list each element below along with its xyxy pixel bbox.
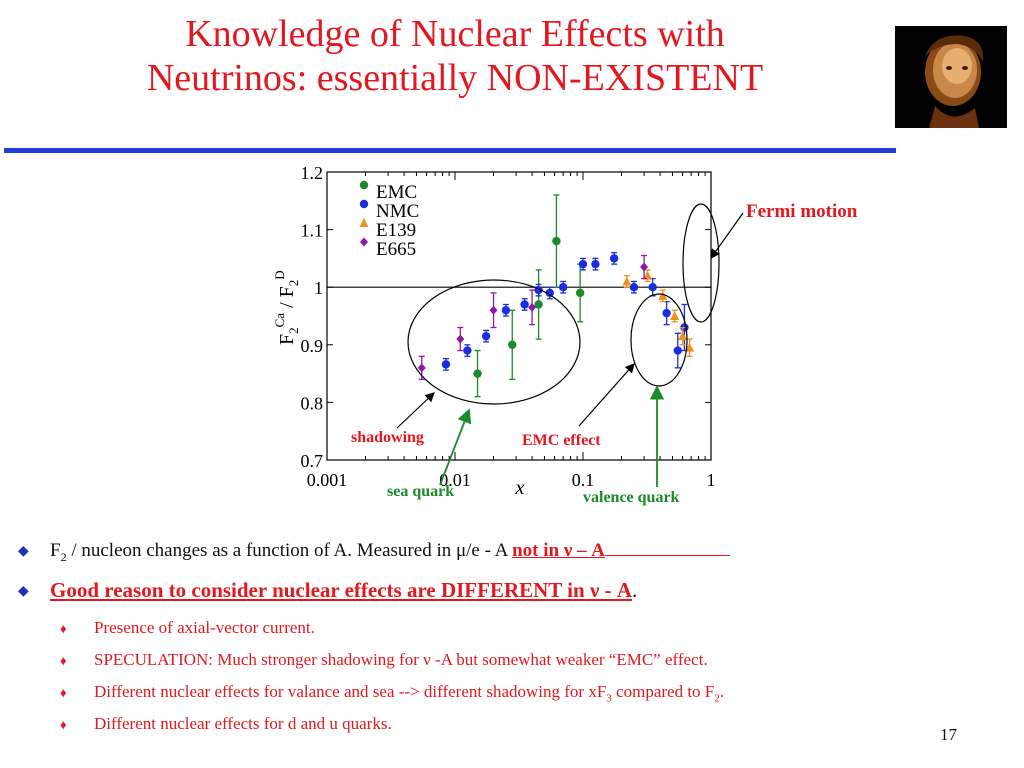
data-point-nmc [673,346,682,355]
legend-label-emc: EMC [376,182,417,203]
sea-quark-label: sea quark [387,483,454,500]
data-point-e665 [489,305,498,315]
data-point-emc [575,288,585,298]
sub-bullet-3-sub-2: 2 [714,692,720,705]
diamond-subbullet-icon: ♦ [60,621,67,636]
emc-arrow [578,363,635,427]
diamond-subbullet-icon: ♦ [60,685,67,700]
shadowing-ellipse [407,279,581,405]
page-title: Knowledge of Nuclear Effects with Neutri… [40,12,870,100]
sub-bullet-3-sub-1: 3 [606,692,612,705]
emc-effect-label: EMC effect [522,432,601,449]
data-point-emc [508,340,517,349]
bullet-2-text: Good reason to consider nuclear effects … [50,578,632,602]
x-axis-label: x [515,477,525,499]
data-point-e665 [528,302,537,312]
data-point-e139 [622,276,632,286]
bullet-1-mu: μ [455,540,467,561]
bullet-1-text: / nucleon changes as a function of A. Me… [66,540,456,561]
sub-bullet-3-text-b: compared to F [611,682,715,701]
y-tick-label: 1.1 [301,221,324,241]
data-point-e665 [417,363,426,373]
sub-bullet-4-text: Different nuclear effects for d and u qu… [94,714,392,733]
data-point-e665 [640,262,649,272]
data-point-nmc [578,259,588,269]
diamond-bullet-icon: ◆ [18,544,29,559]
diamond-bullet-icon: ◆ [18,584,29,599]
valence-quark-label: valence quark [583,489,680,506]
data-point-e139 [658,290,668,300]
title-line-2: Neutrinos: essentially NON-EXISTENT [146,57,764,99]
legend-marker-e665 [360,237,368,247]
data-point-emc [552,236,561,246]
data-point-e139 [670,311,680,320]
legend-marker-emc [359,180,369,190]
bullet-1-text2: /e - A [466,540,513,561]
x-tick-label: 1 [707,470,716,490]
data-point-nmc [463,346,472,355]
y-tick-label: 1 [314,278,323,298]
y-tick-label: 0.7 [301,451,324,471]
sub-bullet-2-text: SPECULATION: Much stronger shadowing for… [94,650,708,669]
nuclear-ratio-chart: 0.7 0.8 0.9 1 1.1 1.2 0.001 0.01 0.1 1 x F2Ca / F2D… [272,163,858,506]
data-point-emc [473,369,482,378]
data-point-nmc [501,306,511,315]
shadowing-arrow [396,392,435,429]
data-point-nmc [520,300,529,309]
title-line-1: Knowledge of Nuclear Effects with [185,13,725,55]
data-point-e139 [643,270,653,280]
sub-bullet-1-text: Presence of axial-vector current. [94,618,315,637]
legend-marker-e139 [359,218,369,227]
fermi-motion-label: Fermi motion [746,201,858,222]
bullet-2-period: . [632,578,638,602]
shadowing-label: shadowing [351,429,424,446]
legend-label-e665: E665 [376,239,416,260]
plot-frame [326,171,712,461]
data-point-emc [534,300,543,309]
y-axis-label: F2Ca / F2D [272,270,301,345]
sub-bullet-3-text-a: Different nuclear effects for valance an… [94,682,607,701]
fermi-arrow [710,212,744,259]
bullet-1-emphasis: not in ν – A [512,540,606,561]
portrait-image [895,26,1007,128]
data-point-nmc [558,283,568,292]
diamond-subbullet-icon: ♦ [60,653,67,668]
y-tick-label: 1.2 [301,163,324,183]
legend-label-e139: E139 [376,220,416,241]
data-point-nmc [629,283,639,292]
x-tick-label: 0.1 [572,470,595,490]
x-tick-label: 0.01 [439,470,471,490]
legend-marker-nmc [359,199,369,209]
data-point-e665 [456,334,465,344]
data-point-nmc [441,360,451,369]
data-point-nmc [609,254,619,263]
data-point-nmc [662,308,671,318]
data-point-e139 [685,342,695,352]
data-point-nmc [545,288,554,298]
sea-quark-arrow [439,408,472,486]
data-point-nmc [591,259,600,269]
data-point-nmc [648,283,657,292]
sub-bullet-3-text-c: . [719,682,724,701]
y-tick-label: 0.8 [301,393,324,413]
data-point-e139 [678,331,688,341]
bullet-1-F: F [50,540,61,561]
page-number: 17 [940,725,957,744]
y-tick-label: 0.9 [301,336,324,356]
diamond-subbullet-icon: ♦ [60,717,67,732]
x-tick-label: 0.001 [307,470,348,490]
fermi-ellipse [682,203,720,323]
bullet-1-subscript: 2 [60,549,67,564]
data-point-nmc [481,331,491,341]
legend-label-nmc: NMC [376,201,419,222]
title-divider [4,148,896,153]
